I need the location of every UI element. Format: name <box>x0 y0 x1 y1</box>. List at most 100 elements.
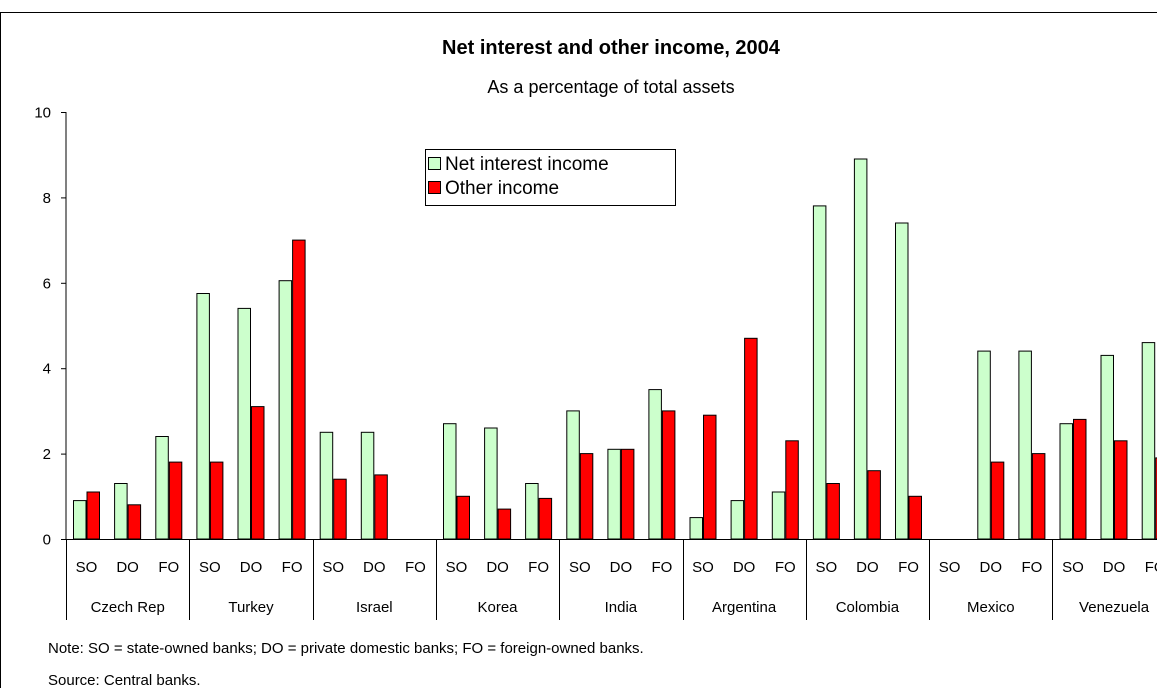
x-group-label: Mexico <box>967 599 1015 616</box>
x-group-label: India <box>605 599 638 616</box>
bar-net-interest <box>567 411 580 539</box>
x-tick-label: SO <box>446 559 468 576</box>
legend-swatch-other-income <box>429 182 441 194</box>
bar-net-interest <box>978 351 991 539</box>
x-tick-label: FO <box>898 559 919 576</box>
bar-net-interest <box>1019 351 1032 539</box>
x-tick-label: SO <box>569 559 591 576</box>
y-tick-label: 2 <box>43 446 51 463</box>
bar-net-interest <box>74 501 87 539</box>
bar-other-income <box>704 415 717 539</box>
x-group-label: Korea <box>477 599 518 616</box>
bar-net-interest <box>197 294 210 540</box>
source-note: Source: Central banks. <box>48 672 201 688</box>
x-tick-label: DO <box>363 559 386 576</box>
y-tick-label: 10 <box>34 105 51 122</box>
bar-net-interest <box>1142 343 1155 539</box>
x-group-label: Turkey <box>228 599 274 616</box>
bar-other-income <box>991 462 1004 539</box>
bar-net-interest <box>485 428 498 539</box>
legend-label-net-interest: Net interest income <box>445 154 609 175</box>
x-tick-label: DO <box>733 559 756 576</box>
x-tick-label: SO <box>199 559 221 576</box>
x-tick-label: DO <box>116 559 139 576</box>
x-group-label: Venezuela <box>1079 599 1150 616</box>
bar-net-interest <box>608 449 621 539</box>
bar-net-interest <box>238 308 251 539</box>
bar-net-interest <box>772 492 785 539</box>
x-tick-label: DO <box>856 559 879 576</box>
bar-net-interest <box>813 206 826 539</box>
x-tick-label: SO <box>76 559 98 576</box>
bar-other-income <box>87 492 100 539</box>
bar-net-interest <box>690 518 703 539</box>
x-tick-label: FO <box>158 559 179 576</box>
x-tick-label: DO <box>1103 559 1126 576</box>
bar-other-income <box>539 498 552 539</box>
y-tick-label: 6 <box>43 275 51 292</box>
x-tick-label: SO <box>1062 559 1084 576</box>
x-tick-label: FO <box>528 559 549 576</box>
bar-net-interest <box>896 223 909 539</box>
bar-net-interest <box>279 281 292 539</box>
bar-other-income <box>252 407 265 539</box>
chart-border <box>1 13 1157 688</box>
bar-other-income <box>128 505 141 539</box>
bar-other-income <box>621 449 634 539</box>
bar-net-interest <box>115 484 128 540</box>
chart-title: Net interest and other income, 2004 <box>442 37 781 59</box>
bar-net-interest <box>649 390 662 539</box>
bar-net-interest <box>444 424 457 539</box>
x-tick-label: SO <box>816 559 838 576</box>
x-tick-label: SO <box>322 559 344 576</box>
legend-label-other-income: Other income <box>445 178 559 199</box>
bar-other-income <box>909 496 922 539</box>
y-tick-label: 4 <box>43 361 51 378</box>
x-tick-label: DO <box>610 559 633 576</box>
x-tick-label: FO <box>775 559 796 576</box>
x-tick-label: FO <box>1021 559 1042 576</box>
bar-net-interest <box>361 432 374 539</box>
x-group-label: Argentina <box>712 599 777 616</box>
x-tick-label: DO <box>240 559 263 576</box>
bar-other-income <box>1032 454 1045 539</box>
bar-other-income <box>827 484 840 540</box>
x-tick-label: FO <box>1145 559 1157 576</box>
bar-other-income <box>293 240 306 539</box>
bar-net-interest <box>156 437 169 540</box>
bar-other-income <box>1074 419 1087 539</box>
footnote: Note: SO = state-owned banks; DO = priva… <box>48 640 644 657</box>
y-tick-label: 8 <box>43 190 51 207</box>
legend: Net interest income Other income <box>426 150 676 206</box>
x-group-label: Czech Rep <box>91 599 165 616</box>
bar-other-income <box>498 509 511 539</box>
bar-other-income <box>745 338 758 539</box>
x-group-label: Israel <box>356 599 393 616</box>
bar-other-income <box>457 496 470 539</box>
bar-net-interest <box>320 432 333 539</box>
bar-other-income <box>375 475 388 539</box>
x-tick-label: DO <box>486 559 509 576</box>
bar-other-income <box>334 479 347 539</box>
bar-other-income <box>210 462 223 539</box>
x-tick-label: FO <box>282 559 303 576</box>
x-tick-label: SO <box>692 559 714 576</box>
legend-swatch-net-interest <box>429 158 441 170</box>
x-tick-label: SO <box>939 559 961 576</box>
y-tick-label: 0 <box>43 532 51 549</box>
bar-other-income <box>786 441 799 539</box>
bar-other-income <box>169 462 182 539</box>
bar-net-interest <box>1101 355 1114 539</box>
bar-net-interest <box>526 484 539 540</box>
bar-other-income <box>868 471 881 539</box>
bar-other-income <box>580 454 593 539</box>
bar-net-interest <box>731 501 744 539</box>
bar-other-income <box>1115 441 1128 539</box>
x-tick-label: DO <box>980 559 1003 576</box>
bar-net-interest <box>854 159 867 539</box>
x-tick-label: FO <box>651 559 672 576</box>
chart-subtitle: As a percentage of total assets <box>487 77 734 97</box>
x-group-label: Colombia <box>836 599 900 616</box>
bar-other-income <box>662 411 675 539</box>
